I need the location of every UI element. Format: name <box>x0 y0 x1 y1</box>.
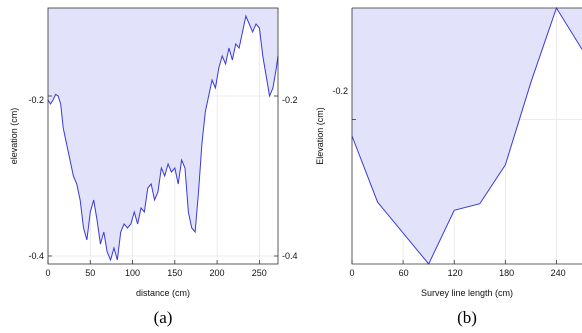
chart-b: 0 60 120 180 240 -0.2 Survey line length… <box>315 6 582 327</box>
chart-a-frame <box>47 7 279 265</box>
chart-b-xtick: 240 <box>551 268 566 278</box>
chart-a-ytick-left: -0.2 <box>28 95 44 105</box>
chart-a-caption: (a) <box>154 308 173 327</box>
chart-a-line <box>47 14 279 262</box>
chart-a-xtick: 200 <box>209 268 224 278</box>
chart-a-ytick-right: -0.4 <box>282 251 298 261</box>
chart-b-xtick: 60 <box>399 268 409 278</box>
chart-b-xtick: 120 <box>448 268 463 278</box>
chart-b-ytick: -0.2 <box>332 86 348 96</box>
chart-b-area <box>352 8 582 264</box>
chart-a-xtick: 100 <box>125 268 140 278</box>
chart-a-ylabel: elevation (cm) <box>9 108 19 165</box>
chart-b-ylabel: Elevation (cm) <box>315 107 325 165</box>
chart-a-xtick: 0 <box>45 268 50 278</box>
chart-a-ytick-left: -0.4 <box>28 251 44 261</box>
chart-a-xtick: 250 <box>252 268 267 278</box>
chart-b-xtick: 0 <box>349 268 354 278</box>
chart-a-ticks <box>47 95 278 264</box>
chart-a: 0 50 100 150 200 250 -0.2 -0.4 -0.2 -0.4… <box>9 7 298 327</box>
chart-a-xtick: 150 <box>167 268 182 278</box>
chart-a-xtick: 50 <box>85 268 95 278</box>
chart-b-xlabel: Survey line length (cm) <box>421 288 513 298</box>
chart-b-line <box>351 6 582 265</box>
chart-a-ytick-right: -0.2 <box>282 95 298 105</box>
chart-b-xtick: 180 <box>499 268 514 278</box>
chart-b-ticks <box>351 119 557 264</box>
chart-b-caption: (b) <box>457 308 477 327</box>
chart-a-xlabel: distance (cm) <box>136 288 190 298</box>
chart-a-area <box>48 8 278 260</box>
